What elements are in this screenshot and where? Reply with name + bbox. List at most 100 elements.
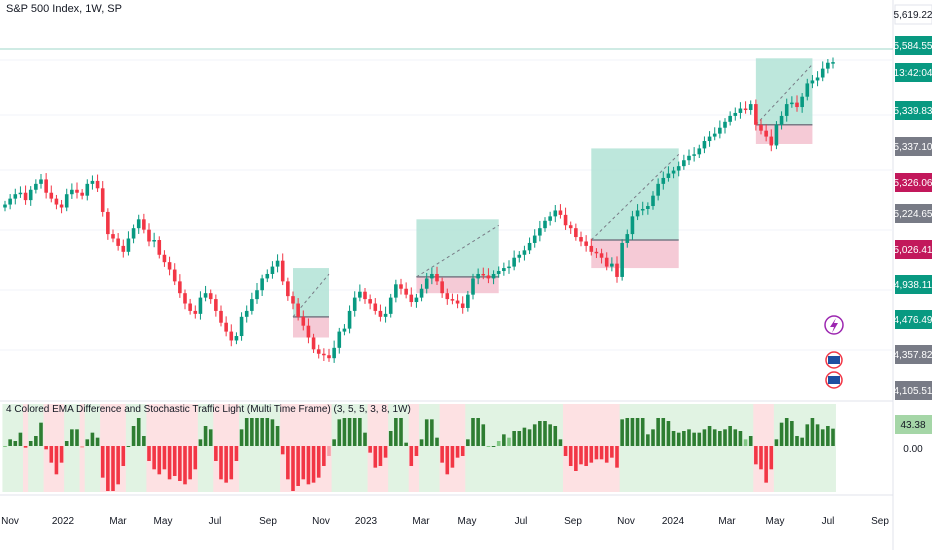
histogram-bar xyxy=(790,421,794,446)
candle-body xyxy=(687,155,691,161)
candle-body xyxy=(558,210,563,215)
indicator-bg-cell xyxy=(501,404,507,492)
histogram-bar xyxy=(70,429,74,446)
candle-body xyxy=(409,294,414,303)
histogram-bar xyxy=(512,431,516,446)
indicator-bg-cell xyxy=(12,404,19,492)
candle-body xyxy=(131,228,136,239)
candle-body xyxy=(286,281,290,297)
candle-body xyxy=(635,210,640,217)
x-tick-label: Jul xyxy=(209,516,222,527)
histogram-bar xyxy=(8,439,12,446)
candle-body xyxy=(424,278,429,289)
candle-body xyxy=(445,293,450,300)
histogram-bar xyxy=(466,439,470,446)
candle-body xyxy=(224,322,228,332)
indicator-bg-cell xyxy=(357,404,363,492)
price-badge-label: 5,326.06 xyxy=(894,178,932,189)
target-zone xyxy=(591,148,679,240)
axis-layer: Nov 2022 Mar May Jul Sep Nov 2023 Mar May Jul Sep No… xyxy=(1,516,889,527)
indicator-bg-cell xyxy=(727,404,734,492)
price-badge xyxy=(895,63,932,82)
histogram-bar xyxy=(100,446,105,478)
candle-body xyxy=(471,278,475,295)
histogram-bar xyxy=(543,421,547,446)
histogram-bar xyxy=(646,434,650,446)
histogram-bar xyxy=(759,446,763,470)
histogram-bar xyxy=(80,446,84,448)
price-badge xyxy=(895,204,932,223)
candle-body xyxy=(322,353,326,356)
histogram-bar xyxy=(784,418,789,446)
candle-body xyxy=(795,102,799,108)
histogram-bar xyxy=(358,418,362,446)
histogram-bar xyxy=(234,446,239,461)
histogram-bar xyxy=(476,418,480,446)
histogram-bar xyxy=(85,439,90,446)
candle-body xyxy=(337,331,342,348)
histogram-bar xyxy=(75,429,79,446)
candle-body xyxy=(44,179,48,193)
histogram-bar xyxy=(311,446,316,483)
histogram-bar xyxy=(723,429,727,446)
candle-body xyxy=(152,240,156,242)
histogram-bar xyxy=(59,446,64,463)
trend-dash-line xyxy=(416,224,499,278)
histogram-bar xyxy=(584,446,588,466)
candle-body xyxy=(630,216,635,235)
indicator-bg-cell xyxy=(23,404,29,492)
histogram-bar xyxy=(640,418,645,446)
indicator-value-label: 43.38 xyxy=(900,420,925,431)
indicator-bg-cell xyxy=(352,404,358,492)
candle-body xyxy=(748,104,753,110)
indicator-bg-cell xyxy=(69,404,75,492)
histogram-bar xyxy=(718,431,722,446)
candle-body xyxy=(332,347,336,359)
candle-body xyxy=(651,195,655,207)
histogram-bar xyxy=(54,446,59,475)
indicator-bg-cell xyxy=(275,404,281,492)
price-badge xyxy=(894,4,932,25)
histogram-bar xyxy=(522,427,527,446)
histogram-bar xyxy=(142,436,146,446)
histogram-bar xyxy=(239,429,244,446)
histogram-bar xyxy=(229,446,234,480)
histogram-bar xyxy=(635,418,640,446)
candle-body xyxy=(496,271,501,274)
candle-body xyxy=(28,189,33,201)
candle-body xyxy=(296,303,300,317)
x-tick-label: Mar xyxy=(109,516,127,527)
candle-body xyxy=(620,242,624,277)
histogram-bar xyxy=(126,446,131,447)
candle-body xyxy=(229,331,234,341)
histogram-bar xyxy=(378,446,383,466)
indicator-bg-cell xyxy=(496,404,502,492)
indicator-bg-cell xyxy=(506,404,512,492)
candle-body xyxy=(383,313,388,317)
candle-body xyxy=(491,273,496,279)
histogram-bar xyxy=(661,418,666,446)
histogram-bar xyxy=(363,432,367,446)
x-tick-label: May xyxy=(766,516,785,527)
indicator-bg-cell xyxy=(470,404,476,492)
candle-body xyxy=(676,166,681,171)
indicator-bg-cell xyxy=(557,404,564,492)
indicator-bg-cell xyxy=(259,404,266,492)
price-badge xyxy=(895,345,932,364)
indicator-bg-cell xyxy=(799,404,806,492)
candle-body xyxy=(784,104,789,116)
indicator-bg-cell xyxy=(542,404,548,492)
candle-body xyxy=(507,266,511,269)
candle-body xyxy=(352,297,357,311)
price-badge-label: 4,476.49 xyxy=(894,315,932,326)
histogram-bar xyxy=(774,439,779,446)
candle-body xyxy=(39,179,43,184)
indicator-bg-cell xyxy=(141,404,147,492)
price-badge-label: 4,357.82 xyxy=(894,350,932,361)
histogram-bar xyxy=(671,431,676,446)
indicator-value-badge xyxy=(895,415,932,434)
indicator-bg-cell xyxy=(660,404,667,492)
histogram-bar xyxy=(445,446,450,475)
